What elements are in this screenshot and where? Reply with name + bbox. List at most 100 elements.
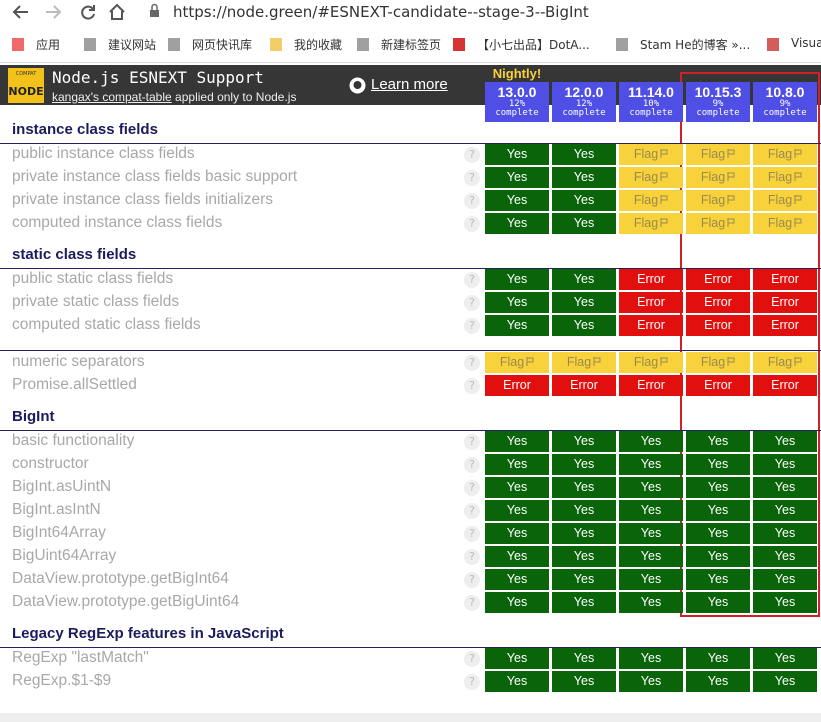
result-cell: Flag: [753, 352, 817, 373]
version-percent: 9%: [779, 99, 791, 109]
result-cell: Yes: [552, 454, 616, 475]
feature-name[interactable]: RegExp.$1-$9: [12, 672, 112, 689]
back-button[interactable]: [12, 5, 28, 19]
bookmark-icon: [84, 38, 96, 51]
help-icon[interactable]: ?: [464, 549, 480, 565]
logo-bottom: NODE: [8, 85, 44, 98]
feature-name[interactable]: BigInt64Array: [12, 524, 106, 541]
section-line: [0, 647, 821, 648]
feature-name[interactable]: BigInt.asIntN: [12, 501, 101, 518]
bookmark[interactable]: Stam He的博客 »...: [640, 38, 751, 52]
browser-bar: [0, 0, 821, 63]
result-cell: Yes: [552, 592, 616, 613]
feature-name[interactable]: private instance class fields basic supp…: [12, 168, 298, 185]
version-name: 10.8.0: [765, 84, 805, 100]
nav-icons: [12, 3, 159, 20]
feature-name[interactable]: computed static class fields: [12, 316, 201, 333]
result-cell: Flag: [619, 144, 683, 165]
help-icon[interactable]: ?: [464, 503, 480, 519]
result-cell: Error: [619, 269, 683, 290]
feature-name[interactable]: DataView.prototype.getBigUint64: [12, 593, 240, 610]
help-icon[interactable]: ?: [464, 193, 480, 209]
bookmark[interactable]: 建议网站: [108, 38, 157, 52]
version-status: complete: [629, 108, 673, 118]
help-icon[interactable]: ?: [464, 147, 480, 163]
version-percent: 12%: [508, 99, 526, 109]
section-line: [0, 268, 821, 269]
help-icon[interactable]: ?: [464, 651, 480, 667]
help-icon[interactable]: ?: [464, 434, 480, 450]
help-icon[interactable]: ?: [464, 457, 480, 473]
result-cell: Error: [552, 375, 616, 396]
feature-name[interactable]: BigInt.asUintN: [12, 478, 112, 495]
url[interactable]: https://node.green/#ESNEXT-candidate--st…: [173, 3, 589, 21]
feature-name[interactable]: computed instance class fields: [12, 214, 223, 231]
feature-name[interactable]: private instance class fields initialize…: [12, 191, 274, 208]
bookmark-icon: [767, 38, 779, 51]
help-icon[interactable]: ?: [464, 295, 480, 311]
bookmark-icon: [453, 38, 465, 51]
help-icon[interactable]: ?: [464, 216, 480, 232]
help-icon[interactable]: ?: [464, 526, 480, 542]
feature-name[interactable]: private static class fields: [12, 293, 180, 310]
feature-name[interactable]: BigUint64Array: [12, 547, 117, 564]
github-icon: [349, 77, 366, 94]
feature-name[interactable]: basic functionality: [12, 432, 135, 449]
feature-name[interactable]: numeric separators: [12, 353, 145, 370]
result-cell: Yes: [485, 431, 549, 452]
feature-name[interactable]: Promise.allSettled: [12, 376, 137, 393]
result-cell: Error: [686, 375, 750, 396]
flag-icon: [794, 195, 802, 204]
version-percent: 10%: [642, 99, 660, 109]
result-cell: Yes: [552, 500, 616, 521]
help-icon[interactable]: ?: [464, 572, 480, 588]
help-icon[interactable]: ?: [464, 272, 480, 288]
result-cell: Yes: [485, 477, 549, 498]
result-cell: Yes: [552, 190, 616, 211]
scrollbar: [0, 713, 821, 722]
feature-name[interactable]: public instance class fields: [12, 145, 195, 162]
result-cell: Yes: [619, 592, 683, 613]
result-cell: Error: [485, 375, 549, 396]
reload-button[interactable]: [81, 5, 95, 20]
feature-name[interactable]: constructor: [12, 455, 89, 472]
forward-button[interactable]: [46, 5, 62, 19]
help-icon[interactable]: ?: [464, 480, 480, 496]
section-title: static class fields: [12, 246, 137, 263]
subtitle-link[interactable]: kangax's compat-table: [52, 90, 172, 104]
result-cell: Flag: [686, 213, 750, 234]
section-line: [0, 430, 821, 431]
feature-name[interactable]: RegExp "lastMatch": [12, 649, 149, 666]
bookmark[interactable]: 新建标签页: [381, 38, 442, 52]
bookmark[interactable]: 网页快讯库: [192, 38, 253, 52]
result-cell: Flag: [619, 352, 683, 373]
result-cell: Flag: [686, 144, 750, 165]
bookmark[interactable]: 应用: [36, 38, 61, 52]
help-icon[interactable]: ?: [464, 318, 480, 334]
feature-name[interactable]: DataView.prototype.getBigInt64: [12, 570, 229, 587]
bookmark[interactable]: 【小七出品】DotA...: [477, 38, 590, 52]
help-icon[interactable]: ?: [464, 378, 480, 394]
version-header: 10.15.3 9% complete: [686, 82, 750, 122]
learn-more[interactable]: Learn more: [371, 76, 448, 93]
section-line: [0, 350, 821, 351]
help-icon[interactable]: ?: [464, 355, 480, 371]
version-header: 11.14.0 10% complete: [619, 82, 683, 122]
bookmark[interactable]: 我的收藏: [294, 38, 343, 52]
feature-name[interactable]: public static class fields: [12, 270, 174, 287]
result-cell: Yes: [485, 454, 549, 475]
help-icon[interactable]: ?: [464, 595, 480, 611]
flag-icon: [660, 357, 668, 366]
section-line: [0, 143, 821, 144]
home-button[interactable]: [109, 3, 125, 20]
result-cell: Yes: [686, 546, 750, 567]
help-icon[interactable]: ?: [464, 674, 480, 690]
result-cell: Yes: [485, 546, 549, 567]
result-cell: Yes: [485, 167, 549, 188]
result-cell: Yes: [485, 144, 549, 165]
bookmark[interactable]: Visual: [791, 36, 821, 50]
help-icon[interactable]: ?: [464, 170, 480, 186]
result-cell: Yes: [686, 500, 750, 521]
result-cell: Flag: [619, 190, 683, 211]
version-header: 12.0.0 12% complete: [552, 82, 616, 122]
